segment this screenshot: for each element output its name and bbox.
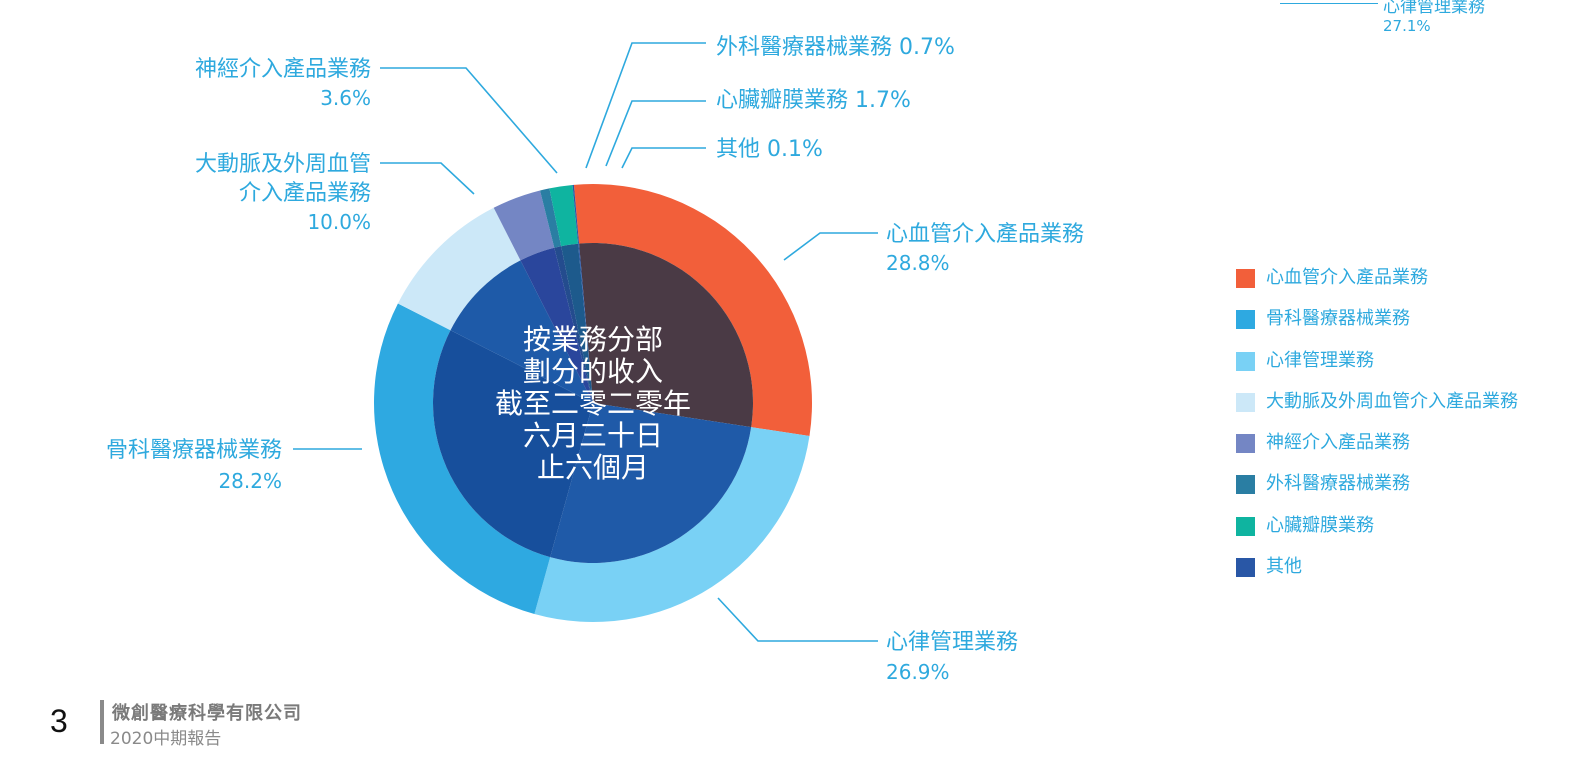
pie-slice-outer xyxy=(549,184,579,247)
slice-label: 介入產品業務 xyxy=(239,181,371,206)
slice-label: 外科醫療器械業務 0.7% xyxy=(716,35,955,60)
center-title-line: 六月三十日 xyxy=(523,419,663,452)
top-fragment-label: 心律管理業務 xyxy=(1383,0,1485,17)
slice-value-label: 28.2% xyxy=(218,469,282,493)
company-name: 微創醫療科學有限公司 xyxy=(112,703,302,724)
report-title: 2020中期報告 xyxy=(110,729,222,749)
chart-legend: 心血管介入產品業務 骨科醫療器械業務 心律管理業務 大動脈及外周血管介入產品業務… xyxy=(1236,267,1518,599)
pie-slice-outer xyxy=(540,188,562,248)
leader-line xyxy=(605,100,706,167)
legend-swatch xyxy=(1236,269,1255,288)
pie-slice-outer xyxy=(572,184,580,244)
inner-ring xyxy=(433,242,754,563)
slice-label: 骨科醫療器械業務 xyxy=(106,438,282,463)
legend-item: 大動脈及外周血管介入產品業務 xyxy=(1236,390,1518,434)
leader-line xyxy=(380,162,475,195)
slice-label: 大動脈及外周血管 xyxy=(195,152,371,177)
legend-item: 神經介入產品業務 xyxy=(1236,432,1518,475)
page-number: 3 xyxy=(50,703,68,739)
outer-ring xyxy=(374,184,812,622)
pie-slice-inner xyxy=(579,242,754,428)
legend-item: 心律管理業務 xyxy=(1236,349,1518,393)
leader-lines xyxy=(293,42,878,642)
legend-label: 心律管理業務 xyxy=(1266,349,1374,371)
slice-value-label: 28.8% xyxy=(886,251,950,275)
legend-label: 心臟瓣膜業務 xyxy=(1266,514,1374,536)
leader-line xyxy=(585,42,706,169)
pie-slice-outer xyxy=(493,190,555,261)
slice-label: 其他 0.1% xyxy=(716,137,823,162)
center-title-line: 截至二零二零年 xyxy=(495,387,691,420)
pie-slice-inner xyxy=(450,260,593,403)
slice-label: 神經介入產品業務 xyxy=(195,57,371,82)
slice-label: 心血管介入產品業務 xyxy=(886,222,1084,247)
top-fragment-value: 27.1% xyxy=(1383,17,1431,35)
slice-value-label: 3.6% xyxy=(320,86,371,110)
leader-line xyxy=(783,232,878,261)
legend-swatch xyxy=(1236,475,1255,495)
legend-swatch xyxy=(1236,516,1255,536)
legend-item: 心血管介入產品業務 xyxy=(1236,267,1518,310)
center-title-line: 止六個月 xyxy=(537,451,649,484)
legend-item: 骨科醫療器械業務 xyxy=(1236,308,1518,351)
legend-label: 神經介入產品業務 xyxy=(1266,432,1410,454)
slice-value-label: 10.0% xyxy=(307,210,371,234)
center-title-line: 劃分的收入 xyxy=(523,355,663,388)
legend-swatch xyxy=(1236,351,1255,371)
legend-label: 心血管介入產品業務 xyxy=(1266,267,1428,288)
pie-slice-outer xyxy=(573,184,812,437)
slice-value-label: 26.9% xyxy=(886,660,950,684)
legend-swatch xyxy=(1236,558,1255,578)
legend-label: 其他 xyxy=(1266,556,1302,578)
pie-slice-outer xyxy=(397,207,521,331)
slice-labels: 心血管介入產品業務 28.8% 心律管理業務 26.9% 骨科醫療器械業務 28.2% 大動… xyxy=(106,35,1084,684)
leader-line xyxy=(621,147,706,169)
legend-item: 其他 xyxy=(1236,556,1518,599)
center-title-line: 按業務分部 xyxy=(523,323,663,356)
pie-slice-inner xyxy=(578,243,593,403)
pie-slice-inner xyxy=(554,246,593,403)
legend-swatch xyxy=(1236,310,1255,330)
legend-item: 心臟瓣膜業務 xyxy=(1236,514,1518,558)
legend-label: 骨科醫療器械業務 xyxy=(1266,308,1410,330)
legend-label: 大動脈及外周血管介入產品業務 xyxy=(1266,390,1518,412)
slice-label: 心律管理業務 xyxy=(886,630,1018,655)
legend-swatch xyxy=(1236,392,1255,412)
top-fragment-leader xyxy=(1280,0,1378,4)
slice-label: 心臟瓣膜業務 1.7% xyxy=(716,88,911,113)
pie-slice-outer xyxy=(534,427,810,622)
legend-swatch xyxy=(1236,434,1255,454)
footer-divider xyxy=(100,700,104,744)
legend-item: 外科醫療器械業務 xyxy=(1236,473,1518,516)
pie-slice-inner xyxy=(561,243,593,403)
legend-label: 外科醫療器械業務 xyxy=(1266,473,1410,495)
pie-slice-inner xyxy=(520,247,593,403)
pie-slice-inner xyxy=(550,403,752,563)
pie-slice-inner xyxy=(433,330,593,558)
pie-slice-outer xyxy=(374,303,551,615)
leader-line xyxy=(380,67,558,174)
leader-line xyxy=(717,597,878,642)
